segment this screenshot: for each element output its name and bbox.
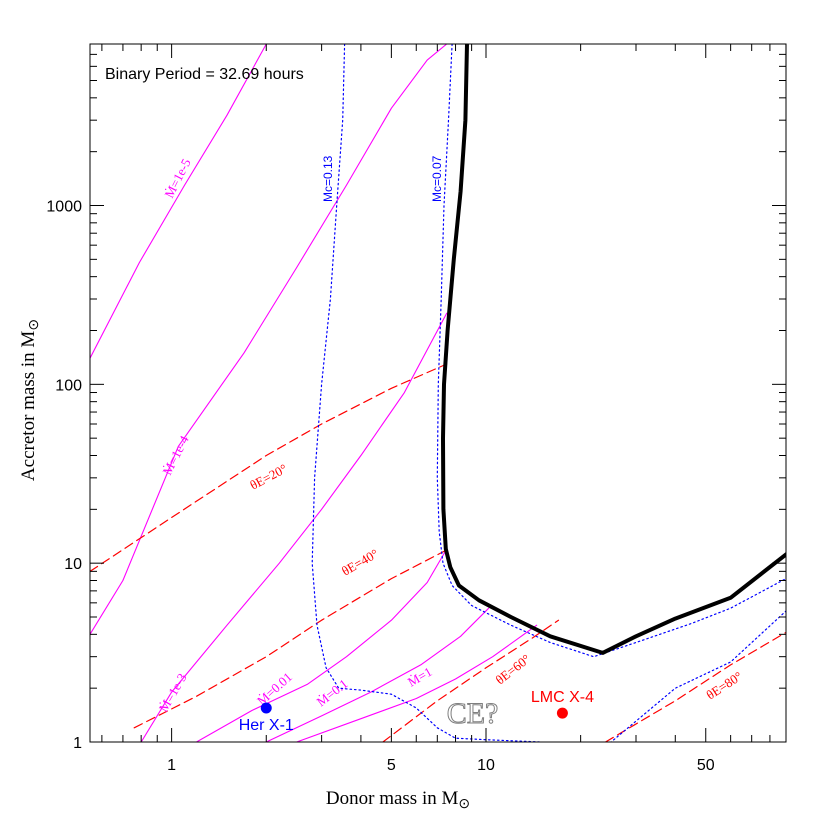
series-boundary-12 bbox=[441, 44, 786, 655]
series-mdot-1 bbox=[90, 44, 448, 635]
series-theta-6 bbox=[90, 363, 448, 572]
mdot-001-label: Ṁ=0.01 bbox=[254, 669, 295, 708]
point-marker-1 bbox=[556, 707, 568, 719]
point-label-1: LMC X-4 bbox=[531, 689, 594, 706]
series-mdot-4 bbox=[265, 607, 490, 742]
series-mdot-3 bbox=[195, 548, 448, 742]
series-mc-10 bbox=[311, 44, 786, 742]
mdot-1e4-label: Ṁ=1e-4 bbox=[159, 433, 192, 478]
points-layer: Her X-1 LMC X-4 bbox=[239, 689, 594, 734]
x-tick-label: 50 bbox=[697, 757, 715, 774]
series-mc-11 bbox=[436, 44, 786, 658]
period-annotation: Binary Period = 32.69 hours bbox=[105, 66, 304, 83]
y-tick-label: 1 bbox=[73, 735, 82, 752]
x-tick-label: 5 bbox=[387, 757, 396, 774]
y-tick-label: 10 bbox=[64, 556, 82, 573]
point-marker-0 bbox=[260, 702, 272, 714]
series-theta-8 bbox=[382, 619, 560, 742]
curve-label-layer: Ṁ=1e-5 Ṁ=1e-4 Ṁ=1e-3 Ṁ=0.01 Ṁ=0.1 Ṁ=1 θE… bbox=[156, 155, 745, 714]
series-theta-7 bbox=[133, 548, 450, 729]
theta-60-label: θE=60° bbox=[493, 651, 534, 687]
series-mdot-0 bbox=[90, 44, 348, 359]
y-axis-label: Accretor mass in M⊙ bbox=[18, 319, 42, 481]
x-tick-label: 10 bbox=[477, 757, 495, 774]
y-tick-label: 1000 bbox=[46, 199, 82, 216]
x-tick-label: 1 bbox=[167, 757, 176, 774]
theta-20-label: θE=20° bbox=[247, 461, 289, 493]
series-theta-9 bbox=[604, 631, 786, 742]
series-layer bbox=[90, 44, 786, 742]
plot-frame bbox=[89, 43, 787, 743]
mc-013-label: Mc=0.13 bbox=[321, 155, 335, 202]
x-axis-label: Donor mass in M⊙ bbox=[326, 788, 470, 812]
axis-ticks: 1 5 10 50 1 10 100 1000 bbox=[46, 43, 787, 774]
ce-region-label: CE? bbox=[447, 697, 499, 730]
series-mdot-5 bbox=[296, 624, 538, 742]
point-label-0: Her X-1 bbox=[239, 717, 294, 734]
mdot-1-label: Ṁ=1 bbox=[405, 664, 434, 690]
theta-80-label: θE=80° bbox=[703, 668, 744, 702]
mc-007-label: Mc=0.07 bbox=[430, 155, 444, 202]
y-tick-label: 100 bbox=[55, 377, 82, 394]
theta-40-label: θE=40° bbox=[339, 546, 381, 579]
series-mdot-2 bbox=[140, 312, 448, 742]
